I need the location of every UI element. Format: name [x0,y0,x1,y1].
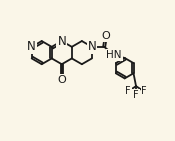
Text: F: F [133,90,139,100]
Text: O: O [57,75,66,85]
Text: N: N [27,40,36,53]
Text: N: N [88,40,96,53]
Text: O: O [102,31,110,41]
Text: F: F [125,86,131,96]
Text: HN: HN [106,50,122,60]
Text: F: F [141,86,147,96]
Text: N: N [57,35,66,48]
